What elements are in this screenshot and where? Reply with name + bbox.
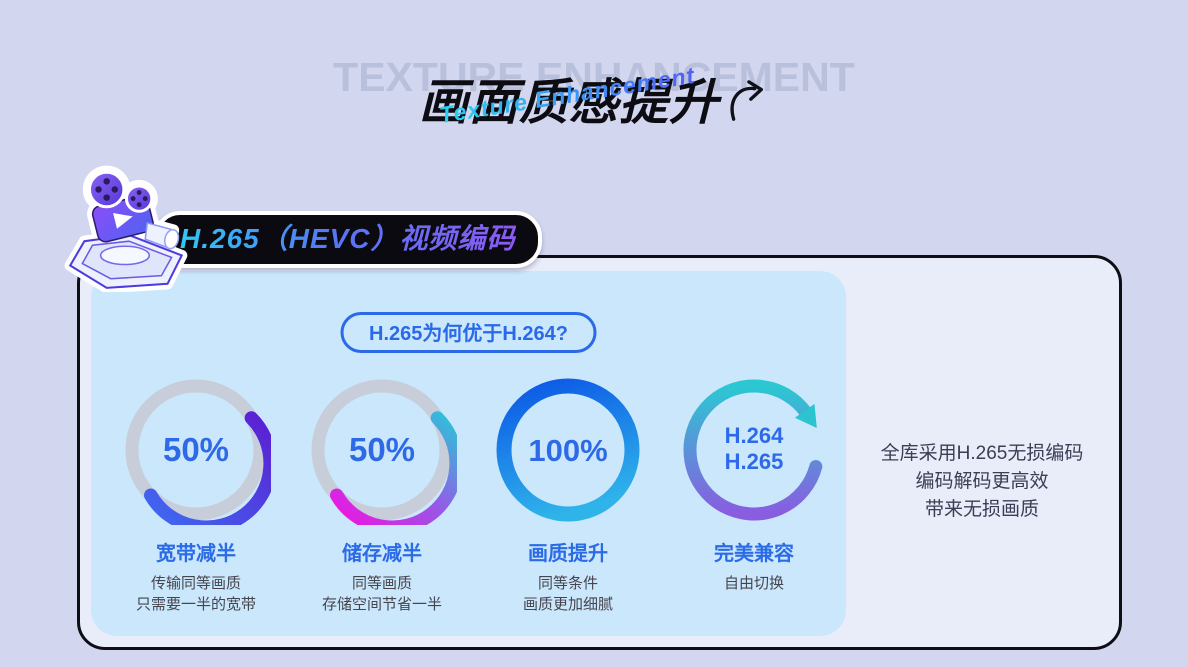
ring-desc-line1: 同等画质 [351, 575, 412, 592]
ring-label: 宽带减半 [156, 543, 236, 565]
ring-value: 100% [528, 433, 607, 468]
ring-track [311, 379, 453, 521]
progress-ring-compatibility: H.264 H.265 [683, 379, 823, 521]
ring-arc [496, 378, 640, 522]
ring-value: 50% [349, 431, 415, 468]
ring-desc-line2: 只需要一半的宽带 [135, 596, 256, 613]
ring-col-compatibility: H.264 H.265 完美兼容 自由切换 [661, 375, 847, 615]
info-card: H.265为何优于H.264? 50% 宽带减半 [77, 255, 1122, 650]
comparison-panel: H.265为何优于H.264? 50% 宽带减半 [91, 271, 846, 636]
ring-desc: 同等画质 存储空间节省一半 [322, 573, 442, 615]
curved-arrow-icon [730, 79, 763, 121]
progress-ring-storage: 50% [311, 379, 457, 525]
section-label-badge: H.265（HEVC）视频编码 [154, 211, 542, 268]
ring-value: 50% [163, 431, 229, 468]
ring-label: 完美兼容 [714, 543, 794, 565]
side-note: 全库采用H.265无损编码 编码解码更高效 带来无损画质 [846, 440, 1118, 524]
ring-desc: 自由切换 [724, 573, 784, 594]
question-badge: H.265为何优于H.264? [340, 312, 597, 353]
ring-value-line2: H.265 [725, 449, 784, 474]
section-label: H.265（HEVC）视频编码 [180, 223, 516, 254]
progress-ring-quality: 100% [496, 378, 640, 522]
page-title-row: 画面质感提升 [0, 63, 1188, 134]
ring-desc: 传输同等画质 只需要一半的宽带 [136, 573, 256, 615]
ring-arc [330, 411, 457, 525]
side-note-line1: 全库采用H.265无损编码 [880, 443, 1084, 464]
ring-col-quality: 100% 画质提升 同等条件 画质更加细腻 [475, 375, 661, 615]
progress-ring-bandwidth: 50% [125, 379, 271, 525]
ring-col-storage: 50% 储存减半 同等画质 存储空间节省一半 [289, 375, 475, 615]
ring-desc-line2: 存储空间节省一半 [321, 596, 442, 613]
header-background-text: TEXTURE ENHANCEMENT [333, 54, 855, 100]
ring-desc: 同等条件 画质更加细腻 [523, 573, 613, 615]
film-projector-icon [64, 165, 188, 292]
ring-desc-line2: 画质更加细腻 [522, 596, 613, 613]
page-title: 画面质感提升 [419, 63, 719, 134]
ring-desc-line1: 传输同等画质 [150, 575, 241, 592]
ring-label: 画质提升 [528, 543, 608, 565]
side-note-line3: 带来无损画质 [924, 499, 1039, 520]
ring-desc-line1: 同等条件 [537, 575, 598, 592]
ring-value-line1: H.264 [725, 423, 784, 448]
ring-col-bandwidth: 50% 宽带减半 传输同等画质 只需要一半的宽带 [103, 375, 289, 615]
ring-label: 储存减半 [342, 543, 422, 565]
ring-track [125, 379, 267, 521]
ring-arc [683, 379, 823, 521]
ring-desc-line1: 自由切换 [723, 575, 784, 592]
side-note-line2: 编码解码更高效 [915, 471, 1049, 492]
rings-row: 50% 宽带减半 传输同等画质 只需要一半的宽带 [103, 375, 847, 615]
ring-arc [144, 411, 271, 525]
loop-arrow-icon [794, 403, 817, 428]
